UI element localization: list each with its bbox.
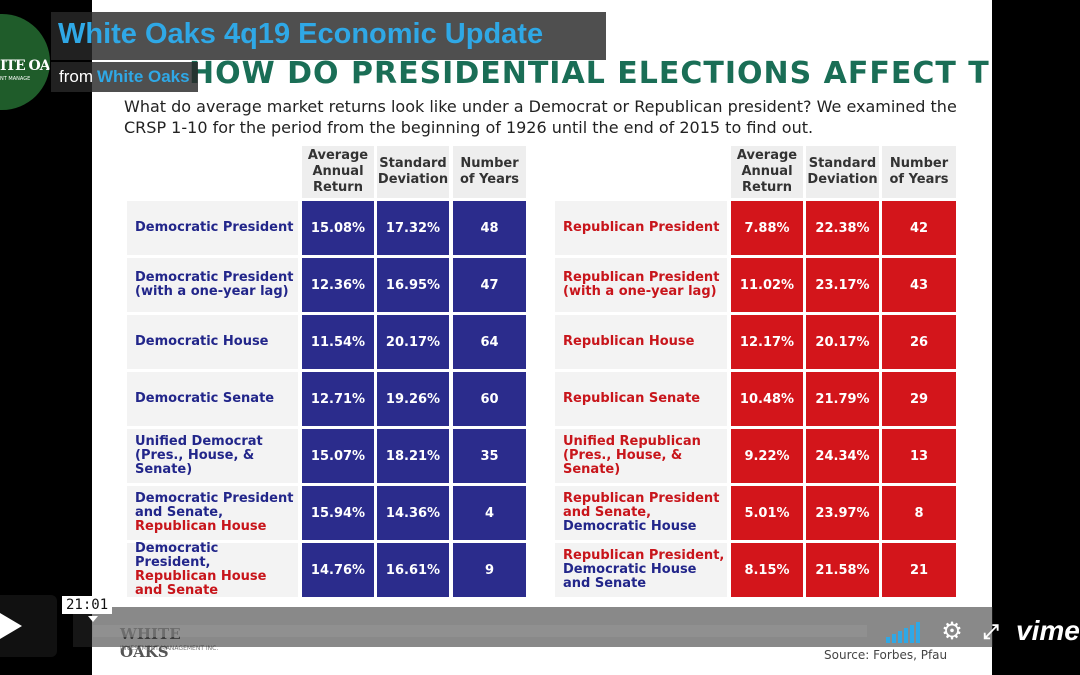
- rep-row-label: Republican President, Democratic House a…: [555, 543, 727, 597]
- rep-years-cell: 13: [882, 429, 956, 483]
- time-pointer-icon: [88, 616, 98, 622]
- dem-header-years: Number of Years: [453, 146, 526, 198]
- player-controls: 21:01 ⚙ ⤢ vimeo: [0, 595, 1080, 657]
- dem-row-label: Democratic President and Senate, Republi…: [127, 486, 298, 540]
- rep-row-label: Unified Republican (Pres., House, & Sena…: [555, 429, 727, 483]
- dem-return-cell: 15.08%: [302, 201, 374, 255]
- rep-row-label: Republican President (with a one-year la…: [555, 258, 727, 312]
- dem-row-label-part: Democratic President,: [135, 541, 219, 570]
- video-byline: from White Oaks: [51, 62, 198, 92]
- channel-link[interactable]: White Oaks: [97, 67, 190, 86]
- dem-years-cell: 4: [453, 486, 526, 540]
- channel-avatar[interactable]: ITE OA NT MANAGE: [0, 14, 50, 110]
- dem-return-cell: 14.76%: [302, 543, 374, 597]
- dem-return-cell: 15.07%: [302, 429, 374, 483]
- rep-sd-cell: 21.58%: [806, 543, 879, 597]
- vimeo-logo[interactable]: vimeo: [1016, 615, 1080, 646]
- volume-icon[interactable]: [886, 619, 926, 643]
- dem-sd-cell: 19.26%: [377, 372, 449, 426]
- dem-row-label: Democratic Senate: [127, 372, 298, 426]
- video-title[interactable]: White Oaks 4q19 Economic Update: [58, 18, 544, 50]
- dem-return-cell: 15.94%: [302, 486, 374, 540]
- dem-years-cell: 64: [453, 315, 526, 369]
- current-time: 21:01: [62, 596, 113, 614]
- slide-subtitle: What do average market returns look like…: [124, 97, 957, 137]
- slide-logo-subtext: INVESTMENT MANAGEMENT INC.: [120, 645, 219, 652]
- rep-header-std-dev: Standard Deviation: [806, 146, 879, 198]
- rep-row-label-part: Republican President,: [563, 548, 725, 563]
- dem-return-cell: 12.36%: [302, 258, 374, 312]
- dem-row-label: Democratic President (with a one-year la…: [127, 258, 298, 312]
- rep-row-label: Republican President: [555, 201, 727, 255]
- dem-years-cell: 60: [453, 372, 526, 426]
- avatar-logo-small: NT MANAGE: [0, 76, 31, 82]
- dem-sd-cell: 16.61%: [377, 543, 449, 597]
- dem-sd-cell: 20.17%: [377, 315, 449, 369]
- rep-row-label-part: Republican President and Senate,: [563, 491, 720, 520]
- rep-header-avg-return: Average Annual Return: [731, 146, 803, 198]
- dem-row-label: Democratic President, Republican House a…: [127, 541, 298, 598]
- dem-years-cell: 9: [453, 543, 526, 597]
- dem-row-label-part: Democratic President and Senate,: [135, 491, 294, 520]
- rep-header-years: Number of Years: [882, 146, 956, 198]
- rep-row-label-part: Democratic House: [563, 519, 697, 534]
- dem-sd-cell: 17.32%: [377, 201, 449, 255]
- rep-return-cell: 7.88%: [731, 201, 803, 255]
- dem-row-label: Democratic President: [127, 201, 298, 255]
- rep-years-cell: 26: [882, 315, 956, 369]
- progress-bar[interactable]: [93, 625, 867, 637]
- rep-sd-cell: 22.38%: [806, 201, 879, 255]
- dem-header-std-dev: Standard Deviation: [377, 146, 449, 198]
- rep-years-cell: 21: [882, 543, 956, 597]
- dem-return-cell: 12.71%: [302, 372, 374, 426]
- rep-return-cell: 10.48%: [731, 372, 803, 426]
- rep-return-cell: 11.02%: [731, 258, 803, 312]
- rep-sd-cell: 20.17%: [806, 315, 879, 369]
- dem-row-label: Unified Democrat (Pres., House, & Senate…: [127, 429, 298, 483]
- dem-years-cell: 48: [453, 201, 526, 255]
- video-title-overlay[interactable]: White Oaks 4q19 Economic Update: [51, 12, 606, 60]
- rep-row-label: Republican House: [555, 315, 727, 369]
- rep-row-label: Republican Senate: [555, 372, 727, 426]
- rep-years-cell: 8: [882, 486, 956, 540]
- rep-years-cell: 42: [882, 201, 956, 255]
- play-button[interactable]: [0, 595, 57, 657]
- dem-sd-cell: 16.95%: [377, 258, 449, 312]
- dem-years-cell: 47: [453, 258, 526, 312]
- rep-return-cell: 8.15%: [731, 543, 803, 597]
- dem-row-label-part: Republican House and Senate: [135, 569, 267, 598]
- rep-sd-cell: 23.97%: [806, 486, 879, 540]
- rep-return-cell: 12.17%: [731, 315, 803, 369]
- source-note: Source: Forbes, Pfau: [824, 648, 948, 662]
- rep-years-cell: 43: [882, 258, 956, 312]
- dem-header-avg-return: Average Annual Return: [302, 146, 374, 198]
- avatar-logo-text: ITE OA: [0, 58, 50, 74]
- rep-sd-cell: 24.34%: [806, 429, 879, 483]
- dem-row-label: Democratic House: [127, 315, 298, 369]
- settings-gear-icon[interactable]: ⚙: [941, 617, 963, 645]
- rep-sd-cell: 21.79%: [806, 372, 879, 426]
- dem-return-cell: 11.54%: [302, 315, 374, 369]
- presentation-slide: HOW DO PRESIDENTIAL ELECTIONS AFFECT THE…: [92, 0, 992, 675]
- dem-sd-cell: 14.36%: [377, 486, 449, 540]
- rep-row-label: Republican President and Senate, Democra…: [555, 486, 727, 540]
- rep-return-cell: 9.22%: [731, 429, 803, 483]
- rep-sd-cell: 23.17%: [806, 258, 879, 312]
- dem-row-label-part: Republican House: [135, 519, 267, 534]
- rep-row-label-part: Democratic House and Senate: [563, 562, 697, 591]
- byline-from-label: from: [59, 67, 93, 86]
- rep-years-cell: 29: [882, 372, 956, 426]
- dem-years-cell: 35: [453, 429, 526, 483]
- play-icon: [0, 613, 22, 639]
- dem-sd-cell: 18.21%: [377, 429, 449, 483]
- fullscreen-icon[interactable]: ⤢: [983, 619, 999, 643]
- rep-return-cell: 5.01%: [731, 486, 803, 540]
